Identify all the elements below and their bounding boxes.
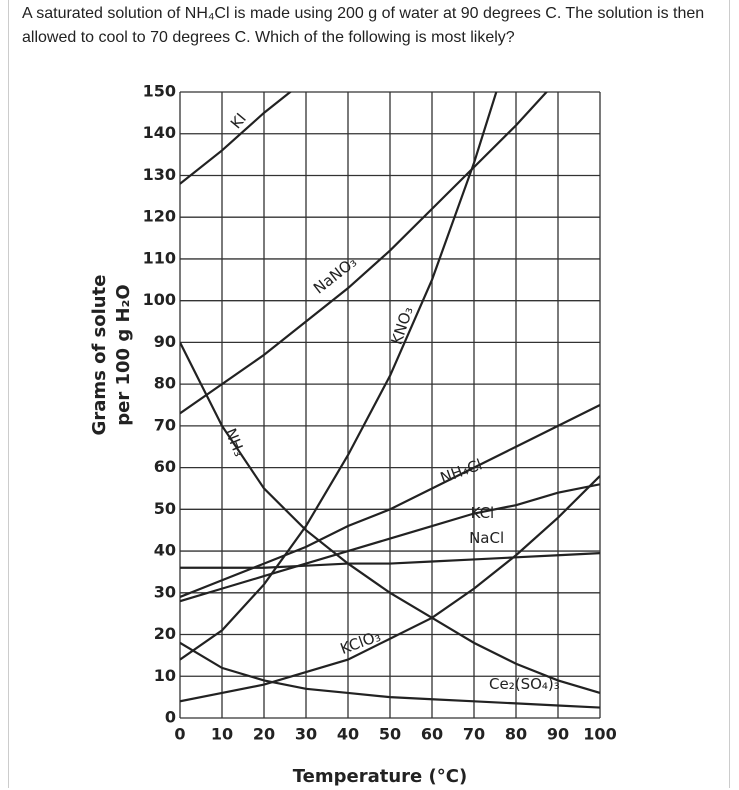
series-line <box>180 92 549 415</box>
x-tick-label: 100 <box>583 725 616 744</box>
y-tick-label: 90 <box>154 332 176 351</box>
plot-lines <box>180 92 600 709</box>
x-tick-label: 20 <box>253 725 275 744</box>
series-line <box>180 92 293 185</box>
series-line <box>180 404 600 598</box>
y-tick-label: 140 <box>143 123 176 142</box>
y-tick-label: 10 <box>154 666 176 685</box>
y-tick-label: 150 <box>143 82 176 101</box>
y-tick-label: 120 <box>143 207 176 226</box>
series-label: KCl <box>471 504 495 522</box>
y-axis-label: Grams of solute <box>89 275 110 436</box>
y-tick-label: 50 <box>154 499 176 518</box>
y-tick-label: 20 <box>154 624 176 643</box>
series-line <box>180 483 600 603</box>
y-tick-label: 100 <box>143 290 176 309</box>
y-tick-label: 60 <box>154 457 176 476</box>
x-axis-label: Temperature (°C) <box>293 766 467 787</box>
series-line <box>180 552 600 569</box>
series-line <box>180 475 600 703</box>
x-tick-label: 60 <box>421 725 443 744</box>
y-tick-label: 0 <box>165 708 176 727</box>
x-tick-label: 0 <box>174 725 185 744</box>
frame <box>8 0 730 788</box>
x-tick-label: 80 <box>505 725 527 744</box>
series-label: NH₄Cl <box>438 455 485 487</box>
series-label: NH₃ <box>221 426 248 459</box>
y-tick-label: 110 <box>143 248 176 267</box>
series-label: NaCl <box>469 529 504 547</box>
y-tick-label: 40 <box>154 541 176 560</box>
series-label: NaNO₃ <box>310 253 360 298</box>
x-tick-label: 10 <box>211 725 233 744</box>
y-tick-label: 70 <box>154 415 176 434</box>
x-tick-label: 70 <box>463 725 485 744</box>
y-axis-label: per 100 g H₂O <box>113 284 134 425</box>
y-tick-label: 30 <box>154 582 176 601</box>
x-tick-label: 40 <box>337 725 359 744</box>
series-line <box>180 92 498 661</box>
y-tick-label: 80 <box>154 374 176 393</box>
y-tick-label: 130 <box>143 165 176 184</box>
x-tick-label: 30 <box>295 725 317 744</box>
question: A saturated solution of NH₄Cl is made us… <box>22 5 705 46</box>
series-line <box>180 641 600 709</box>
series-label: Ce₂(SO₄)₃ <box>489 675 560 693</box>
series-line <box>180 341 600 695</box>
x-tick-label: 50 <box>379 725 401 744</box>
x-tick-label: 90 <box>547 725 569 744</box>
